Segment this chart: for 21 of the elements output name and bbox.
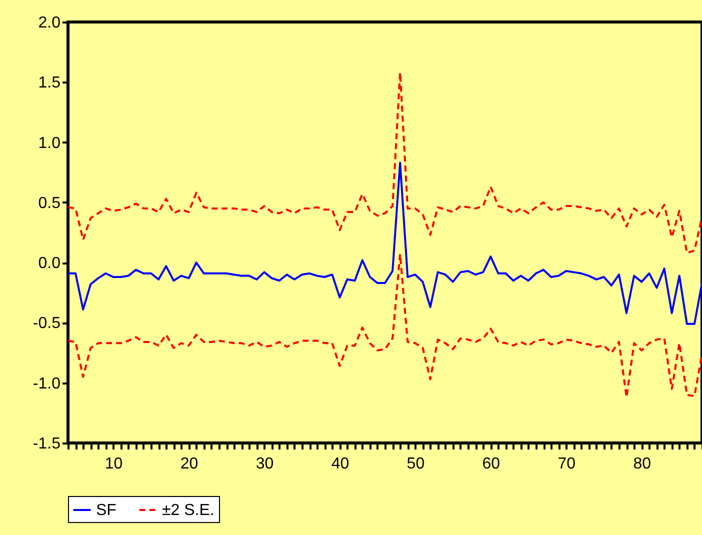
x-tick-label: 70 xyxy=(558,456,576,472)
x-tick-label: 10 xyxy=(104,456,123,472)
x-tick-label: 50 xyxy=(406,456,425,472)
y-tick-label: 1.5 xyxy=(38,74,61,92)
y-tick-label: 0.0 xyxy=(38,255,61,272)
y-tick-label: -0.5 xyxy=(32,315,61,332)
y-tick-label: 2.0 xyxy=(38,14,61,32)
legend-label: SF xyxy=(96,502,117,519)
x-tick-label: 20 xyxy=(180,456,198,472)
x-tick-label: 80 xyxy=(633,456,652,472)
y-tick-label: -1.5 xyxy=(32,436,61,452)
line-series xyxy=(68,162,702,325)
y-tick-label: 1.0 xyxy=(38,134,61,152)
line-series xyxy=(68,253,702,398)
x-tick-label: 60 xyxy=(482,456,500,472)
line-series xyxy=(68,72,702,254)
x-tick-label: 30 xyxy=(256,456,274,472)
y-tick-label: 0.5 xyxy=(38,194,61,212)
legend-label: ±2 S.E. xyxy=(162,502,214,519)
x-tick-label: 40 xyxy=(331,456,350,472)
y-tick-label: -1.0 xyxy=(32,375,61,392)
